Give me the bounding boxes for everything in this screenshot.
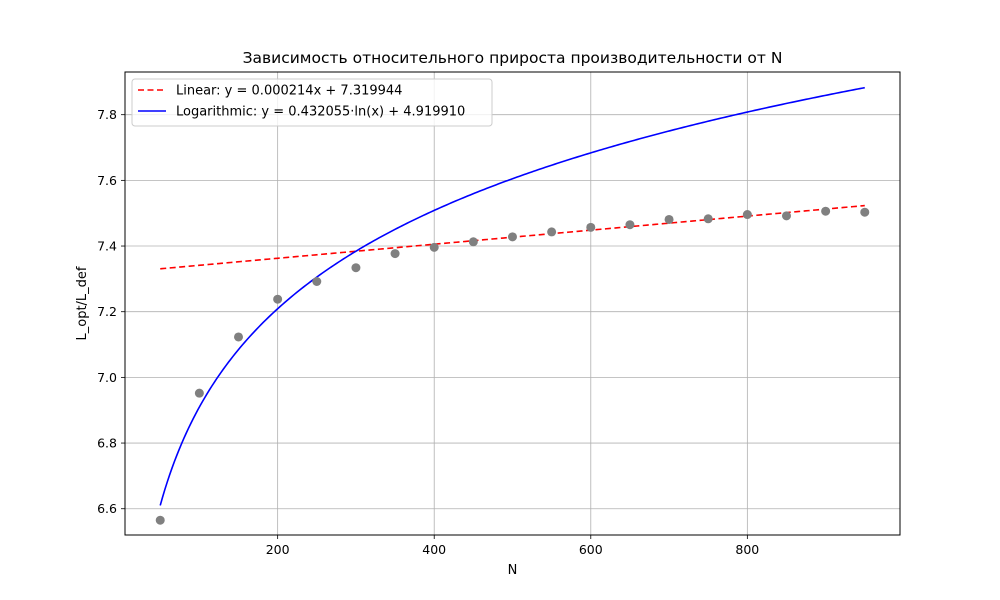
x-tick-label: 400 [422,542,446,557]
y-tick-label: 7.4 [97,239,117,254]
x-tick-label: 800 [735,542,759,557]
data-point [781,211,791,221]
legend-box [131,78,493,127]
data-point [703,214,713,224]
data-point [625,220,635,230]
y-tick-label: 7.8 [97,107,117,122]
y-axis-label: L_opt/L_def [75,266,90,340]
data-point [508,232,517,242]
x-tick-label: 600 [579,542,603,557]
data-point [586,222,596,232]
scatter-points [155,206,870,525]
x-tick-label: 200 [266,542,290,557]
data-point [821,206,831,216]
data-point [742,210,752,220]
data-point [390,249,400,259]
legend: Linear: y = 0.000214x + 7.319944 Logarit… [131,78,493,127]
y-tick-label: 7.2 [97,304,117,319]
y-tick-label: 7.0 [97,370,117,385]
data-point [155,515,165,525]
plot-area: 200 400 600 800 6.6 6.8 7.0 7.2 7.4 7.6 7.8 [97,71,901,557]
y-tick-label: 7.6 [97,173,117,188]
series-line-logarithmic [159,86,865,506]
data-point [312,276,322,286]
legend-label-logarithmic: Logarithmic: y = 0.432055·ln(x) + 4.9199… [176,105,465,120]
data-point [468,237,478,247]
grid [125,72,900,535]
x-axis-ticks: 200 400 600 800 [266,535,759,557]
y-tick-label: 6.6 [97,501,117,516]
axes-frame [124,71,901,536]
x-axis-label: N [508,563,518,578]
data-point [547,227,557,237]
data-point [234,332,244,342]
y-axis-ticks: 6.6 6.8 7.0 7.2 7.4 7.6 7.8 [97,107,125,516]
data-point [351,263,361,273]
data-point [273,294,283,304]
data-point [860,207,870,217]
data-point [664,214,674,224]
legend-label-linear: Linear: y = 0.000214x + 7.319944 [176,84,402,99]
y-tick-label: 6.8 [97,436,117,451]
data-point [194,388,204,398]
chart-title: Зависимость относительного прироста прои… [243,49,783,67]
data-point [429,242,439,252]
